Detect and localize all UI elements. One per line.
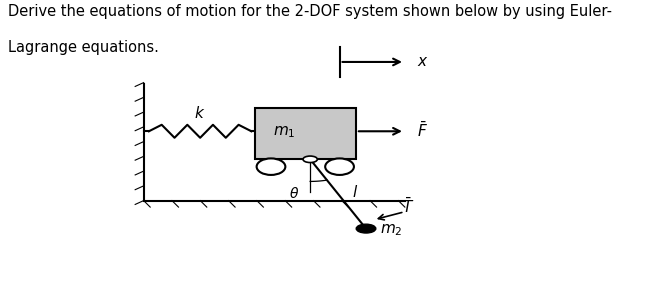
Text: Derive the equations of motion for the 2-DOF system shown below by using Euler-: Derive the equations of motion for the 2…	[8, 4, 612, 19]
Ellipse shape	[325, 158, 354, 175]
Text: $\bar{F}$: $\bar{F}$	[417, 121, 428, 140]
Text: $x$: $x$	[417, 55, 428, 69]
Text: $k$: $k$	[193, 105, 205, 121]
Circle shape	[357, 224, 376, 233]
Circle shape	[303, 156, 317, 163]
Ellipse shape	[257, 158, 285, 175]
Text: $\theta$: $\theta$	[289, 186, 299, 201]
Text: $l$: $l$	[352, 184, 358, 200]
Text: Lagrange equations.: Lagrange equations.	[8, 40, 159, 55]
Text: $m_2$: $m_2$	[381, 222, 403, 238]
Text: $\bar{T}$: $\bar{T}$	[402, 197, 414, 216]
Text: $m_1$: $m_1$	[273, 124, 296, 140]
Bar	[255, 108, 356, 159]
